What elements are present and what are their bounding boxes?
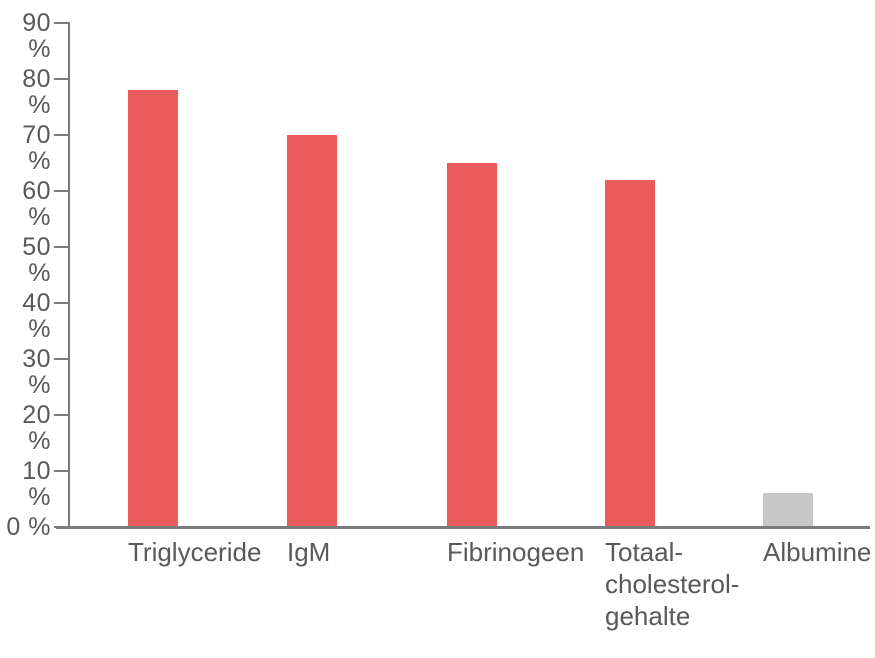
ytick-mark-30 xyxy=(54,358,70,360)
bar-0 xyxy=(128,90,178,527)
ytick-mark-10 xyxy=(54,470,70,472)
category-label-3: Totaal- cholesterol- gehalte xyxy=(605,537,740,631)
ytick-mark-40 xyxy=(54,302,70,304)
ytick-mark-50 xyxy=(54,246,70,248)
ytick-label-0: 0 % xyxy=(6,513,51,541)
ytick-label-40: 40 % xyxy=(22,289,51,343)
category-label-0: Triglyceride xyxy=(128,537,262,567)
ytick-mark-80 xyxy=(54,78,70,80)
ytick-mark-60 xyxy=(54,190,70,192)
ytick-label-30: 30 % xyxy=(22,345,51,399)
category-label-2: Fibrinogeen xyxy=(447,537,585,567)
ytick-label-80: 80 % xyxy=(22,65,51,119)
bar-3 xyxy=(605,179,655,527)
bar-4 xyxy=(763,493,813,527)
ytick-mark-20 xyxy=(54,414,70,416)
category-label-1: IgM xyxy=(287,537,331,567)
ytick-mark-70 xyxy=(54,134,70,136)
category-label-4: Albumine xyxy=(763,537,872,567)
bar-2 xyxy=(447,163,497,527)
ytick-label-10: 10 % xyxy=(22,457,51,511)
bar-1 xyxy=(287,135,337,527)
ytick-mark-90 xyxy=(54,22,70,24)
ytick-label-20: 20 % xyxy=(22,401,51,455)
x-axis-line xyxy=(56,526,870,529)
ytick-label-50: 50 % xyxy=(22,233,51,287)
y-axis-line xyxy=(68,22,70,529)
ytick-label-90: 90 % xyxy=(22,9,51,63)
ytick-label-70: 70 % xyxy=(22,121,51,175)
ytick-label-60: 60 % xyxy=(22,177,51,231)
